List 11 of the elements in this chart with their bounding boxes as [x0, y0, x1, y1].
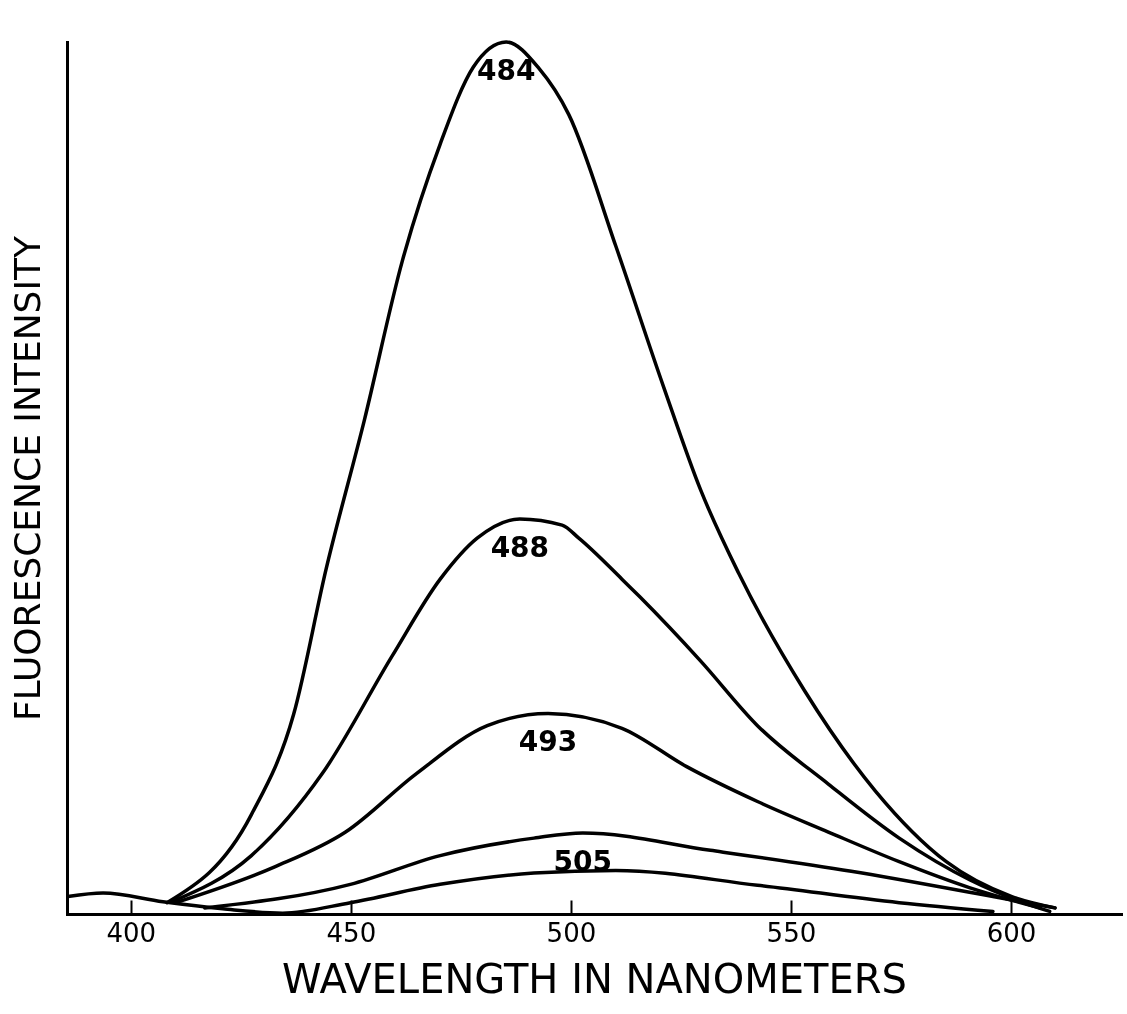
x-tick-label: 550	[766, 917, 817, 948]
x-tick-label: 600	[986, 917, 1037, 948]
series-label: 488	[490, 530, 550, 564]
y-axis-title: FLUORESCENCE INTENSITY	[6, 234, 48, 722]
x-tick-label: 450	[326, 917, 377, 948]
x-axis-title: WAVELENGTH IN NANOMETERS	[282, 955, 907, 1002]
series-label: 493	[518, 725, 578, 759]
x-tick-label: 400	[106, 917, 157, 948]
series-label: 505	[553, 844, 612, 878]
series-label: 484	[476, 54, 536, 87]
x-tick-label: 500	[546, 917, 597, 948]
